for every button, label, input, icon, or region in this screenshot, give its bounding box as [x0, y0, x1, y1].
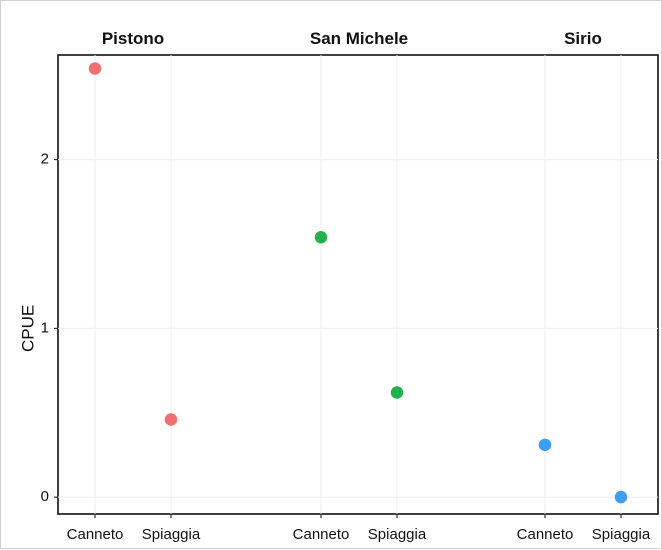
facet-title-san-michele: San Michele	[310, 29, 408, 48]
x-tick-label-canneto: Canneto	[293, 526, 350, 543]
data-point-pistono-canneto	[88, 62, 102, 75]
x-tick-label-canneto: Canneto	[517, 526, 574, 543]
y-axis-title: CPUE	[18, 305, 37, 352]
y-tick-layer: 0 1 2	[41, 151, 58, 505]
data-point-sirio-canneto	[538, 438, 552, 452]
plot-panel	[57, 54, 659, 515]
facet-title-layer: Pistono San Michele Sirio	[102, 29, 602, 48]
grid-layer	[58, 55, 658, 514]
data-point-san-michele-canneto	[314, 231, 328, 244]
data-point-san-michele-spiaggia	[390, 386, 404, 399]
x-tick-label-spiaggia: Spiaggia	[368, 526, 427, 543]
x-tick-label-canneto: Canneto	[67, 526, 124, 543]
x-tick-label-spiaggia: Spiaggia	[592, 526, 651, 543]
point-layer	[88, 62, 628, 504]
y-tick-label: 0	[41, 488, 49, 505]
facet-title-sirio: Sirio	[564, 29, 602, 48]
x-tick-layer: Canneto Spiaggia Canneto Spiaggia Canneto Spi…	[67, 514, 651, 543]
y-tick-label: 2	[41, 151, 49, 168]
x-tick-label-spiaggia: Spiaggia	[142, 526, 201, 543]
y-tick-label: 1	[41, 319, 49, 336]
data-point-sirio-spiaggia	[614, 490, 628, 504]
data-point-pistono-spiaggia	[164, 413, 178, 426]
facet-title-pistono: Pistono	[102, 29, 164, 48]
